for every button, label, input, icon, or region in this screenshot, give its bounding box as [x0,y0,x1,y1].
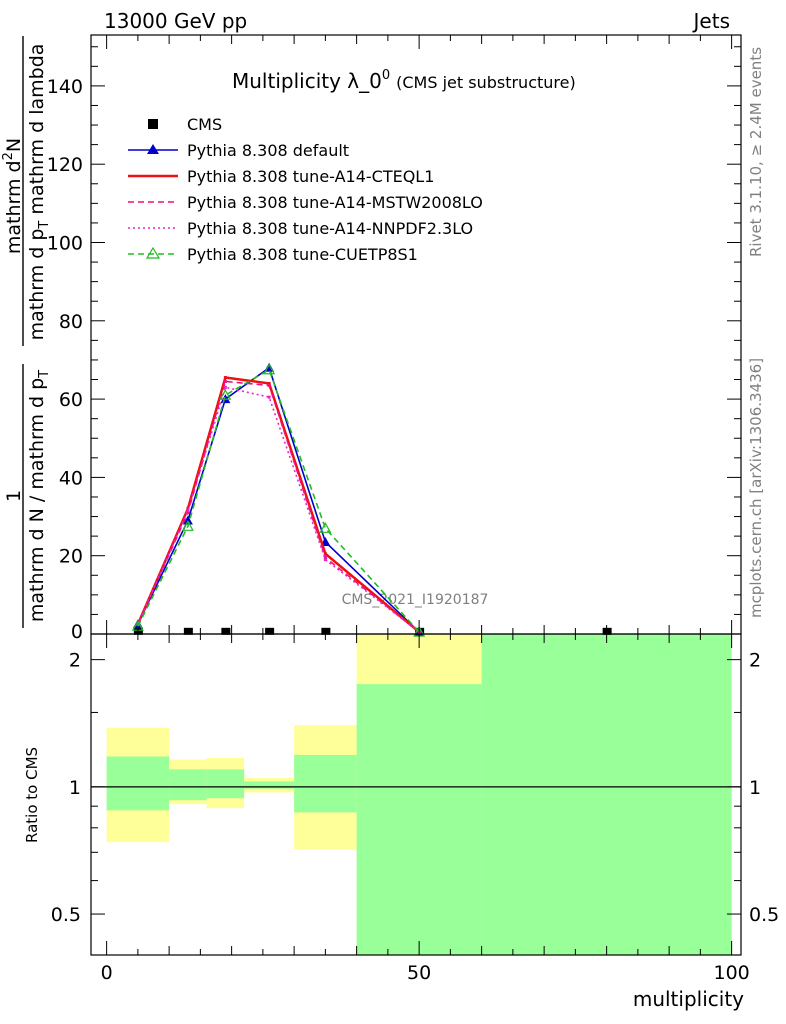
ylabel-prefix-num: 1 [3,490,25,502]
analysis-watermark: CMS_2021_I1920187 [342,592,489,608]
legend-label-5: Pythia 8.308 tune-CUETP8S1 [187,245,418,264]
ylabel-top: 1 mathrm d N / mathrm d pT mathrm d2N ma… [1,36,52,628]
chart-title: Multiplicity λ_00 (CMS jet substructure) [232,68,576,93]
top-ytick-label: 80 [59,311,83,333]
chart-title-main: Multiplicity λ_0 [232,69,382,93]
cuetp8s1-point-1 [181,520,194,531]
ratio-ylabel: Ratio to CMS [23,747,41,843]
xtick-label: 50 [407,962,431,984]
legend-marker-cuetp8s1 [145,246,161,259]
ratio-panel-frame [90,633,742,956]
legend-marker-cms [148,119,158,129]
ratio-ytick-label-left: 0.5 [51,904,81,926]
ratio-ytick-label-right: 2 [749,650,761,672]
ratio-inner-band-6 [481,634,732,955]
ratio-inner-band-2 [206,769,245,799]
xtick-label: 0 [101,962,113,984]
cms-point-1 [183,627,193,635]
top-ytick-label: 20 [59,546,83,568]
series-point-4-2 [223,385,227,389]
series-point-2-3 [267,381,271,385]
header-right: Jets [692,9,730,33]
default-point-1 [182,515,193,525]
series-point-2-4 [323,552,327,556]
ratio-inner-band-3 [244,781,295,789]
xtick-label: 100 [713,962,749,984]
legend: CMS Pythia 8.308 default Pythia 8.308 tune… [128,115,483,264]
mcplots-text: mcplots.cern.ch [arXiv:1306.3436] [747,358,765,618]
top-ytick-label: 120 [47,154,83,176]
legend-label-3: Pythia 8.308 tune-A14-MSTW2008LO [187,193,483,212]
ylabel-numerator: mathrm d2N [1,138,25,254]
series-line-4 [137,386,420,633]
cms-point-3 [265,627,275,635]
cuetp8s1-point-2 [219,388,232,400]
legend-label-2: Pythia 8.308 tune-A14-CTEQL1 [187,167,434,186]
legend-label-1: Pythia 8.308 default [187,141,349,160]
series-point-3-3 [267,383,271,387]
series-point-3-1 [186,511,190,515]
header-left: 13000 GeV pp [104,9,247,33]
ratio-inner-band-5 [356,684,482,955]
ratio-ytick-label-left: 2 [69,650,81,672]
rivet-version-text: Rivet 3.1.10, ≥ 2.4M events [747,47,765,257]
series-line-5 [137,368,420,633]
legend-label-4: Pythia 8.308 tune-A14-NNPDF2.3LO [187,219,473,238]
series-point-2-2 [223,376,227,380]
top-ytick-label-zero: 0 [71,621,83,643]
ylabel-denominator: mathrm d pT mathrm d lambda [26,44,52,341]
top-ytick-label: 40 [59,467,83,489]
ratio-bands [91,634,741,955]
series-point-4-0 [136,622,140,626]
series-point-4-3 [267,395,271,399]
chart-title-sup: 0 [382,68,390,83]
chart-title-sub: (CMS jet substructure) [396,73,576,92]
top-series [131,362,612,637]
series-point-3-2 [223,379,227,383]
ratio-ytick-label-right: 1 [749,777,761,799]
ratio-inner-band-1 [169,769,207,801]
ratio-inner-band-0 [106,756,170,811]
cms-point-2 [221,627,231,635]
series-point-4-4 [323,558,327,562]
series-point-3-4 [323,556,327,560]
ratio-inner-band-4 [294,754,357,813]
ratio-ytick-label-left: 1 [69,777,81,799]
legend-marker-default [147,144,159,154]
series-point-4-1 [186,509,190,513]
top-ytick-label: 140 [47,76,83,98]
ylabel-prefix-den: mathrm d N / mathrm d pT [26,370,52,622]
xlabel: multiplicity [633,987,744,1011]
top-ytick-label: 60 [59,389,83,411]
series-line-1 [137,366,420,633]
cuetp8s1-point-3 [263,363,276,375]
cuetp8s1-point-4 [319,522,332,533]
legend-label-0: CMS [187,115,222,134]
top-ytick-label: 100 [47,232,83,254]
ratio-ytick-label-right: 0.5 [749,904,779,926]
series-line-2 [136,376,420,634]
